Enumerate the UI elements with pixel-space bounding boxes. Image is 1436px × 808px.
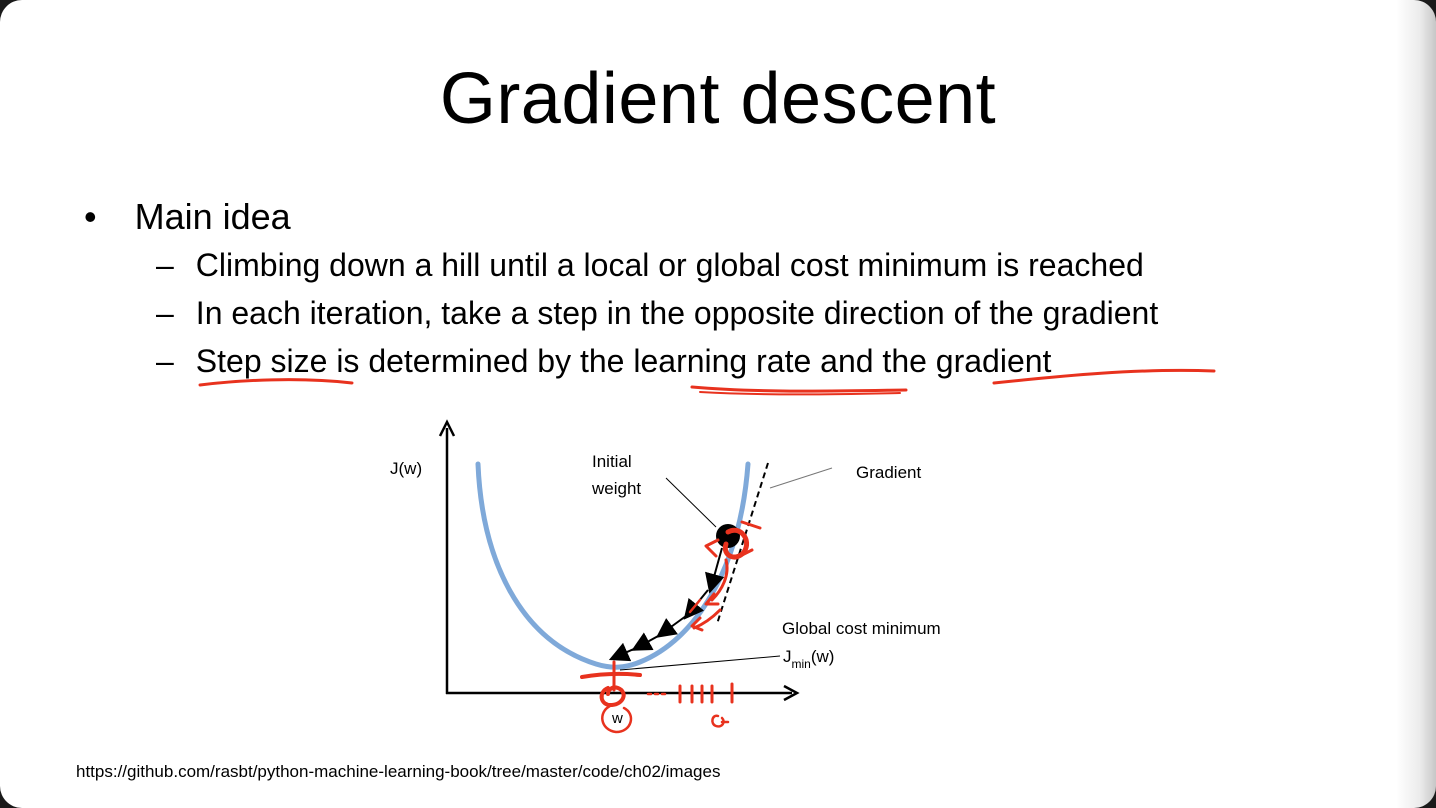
global-min-label: Global cost minimum [782, 619, 941, 638]
gradient-label: Gradient [856, 463, 921, 482]
gradient-leader [769, 467, 833, 489]
subitem-text: Climbing down a hill until a local or gl… [195, 247, 1144, 283]
subitem-marker: – [156, 343, 174, 379]
x-axis-label: w [611, 710, 623, 727]
gradient-tangent [716, 462, 769, 625]
subitem-marker: – [156, 295, 174, 331]
ink-annotations-diagram [580, 520, 762, 734]
y-axis-arrow [438, 419, 456, 437]
underline-the-gradient [992, 368, 1216, 385]
bullet-text: Main idea [134, 196, 291, 237]
global-min-leader [619, 655, 781, 671]
step-arrow-5 [608, 642, 637, 662]
bullet-main-idea: • Main idea [84, 196, 291, 238]
initial-weight-label-line2: weight [591, 479, 641, 498]
x-axis-arrow [783, 684, 800, 702]
initial-weight-label-line1: Initial [592, 452, 632, 471]
jmin-sub: min [792, 657, 811, 671]
slide-edge-shadow [1396, 0, 1436, 808]
source-url[interactable]: https://github.com/rasbt/python-machine-… [76, 762, 721, 781]
subitem-text: Step size is determined by the learning … [195, 343, 1052, 379]
initial-weight-leader [665, 477, 717, 528]
subitem-text: In each iteration, take a step in the op… [195, 295, 1159, 331]
subitem-3: – Step size is determined by the learning… [156, 343, 1051, 380]
slide-title: Gradient descent [439, 59, 997, 139]
step-arrow-1 [705, 547, 725, 594]
subitem-marker: – [156, 247, 174, 283]
jmin-main: J [783, 647, 792, 666]
underline-step-size [198, 378, 354, 387]
underline-learning-rate-2 [699, 391, 901, 396]
y-axis-label: J(w) [390, 459, 422, 478]
subitem-2: – In each iteration, take a step in the o… [156, 295, 1158, 332]
subitem-1: – Climbing down a hill until a local or g… [156, 247, 1144, 284]
jmin-tail: (w) [811, 647, 835, 666]
bullet-marker: • [84, 196, 97, 237]
step-arrow-4 [631, 632, 661, 651]
step-arrow-3 [655, 615, 687, 638]
jmin-label: Jmin(w) [783, 647, 834, 671]
underline-learning-rate [690, 385, 908, 393]
